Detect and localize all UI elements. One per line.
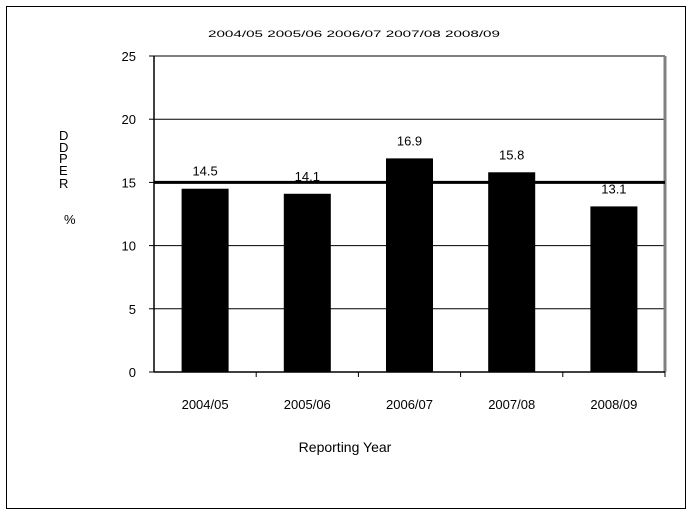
y-axis-label-char: P bbox=[59, 151, 68, 166]
chart-frame bbox=[6, 6, 686, 509]
y-tick-label: 15 bbox=[122, 175, 136, 190]
y-tick-label: 5 bbox=[129, 302, 136, 317]
y-axis-label-char: % bbox=[64, 212, 76, 227]
data-label: 16.9 bbox=[397, 133, 422, 148]
x-tick-label: 2006/07 bbox=[386, 397, 433, 412]
bar bbox=[283, 193, 331, 372]
x-axis-label: Reporting Year bbox=[299, 439, 392, 455]
bar bbox=[488, 172, 536, 372]
x-tick-label: 2004/05 bbox=[182, 397, 229, 412]
y-tick-labels: 0 5 10 15 20 25 bbox=[122, 49, 136, 380]
chart-title: 2004/05 2005/06 2006/07 2007/08 2008/09 bbox=[208, 29, 500, 39]
axes bbox=[149, 55, 667, 377]
bar bbox=[385, 158, 434, 372]
data-label: 13.1 bbox=[601, 181, 626, 196]
y-axis-label-char: E bbox=[59, 163, 68, 178]
y-tick-label: 10 bbox=[122, 239, 136, 254]
y-tick-label: 20 bbox=[122, 112, 136, 127]
y-axis-label-char: R bbox=[59, 176, 68, 191]
data-labels: 14.5 14.1 16.9 15.8 13.1 bbox=[192, 133, 626, 196]
y-tick-label: 0 bbox=[129, 365, 136, 380]
data-label: 15.8 bbox=[499, 147, 524, 162]
x-tick-label: 2007/08 bbox=[488, 397, 535, 412]
data-label: 14.1 bbox=[295, 169, 320, 184]
y-tick-label: 25 bbox=[122, 49, 136, 64]
data-label: 14.5 bbox=[192, 164, 217, 179]
x-tick-label: 2005/06 bbox=[284, 397, 331, 412]
bar bbox=[590, 206, 638, 372]
x-tick-label: 2008/09 bbox=[590, 397, 637, 412]
y-axis-label-char: D bbox=[59, 140, 68, 155]
bar bbox=[181, 188, 229, 372]
y-axis-label-char: D bbox=[59, 128, 68, 143]
bars bbox=[181, 158, 638, 372]
x-tick-labels: 2004/05 2005/06 2006/07 2007/08 2008/09 bbox=[182, 397, 638, 412]
